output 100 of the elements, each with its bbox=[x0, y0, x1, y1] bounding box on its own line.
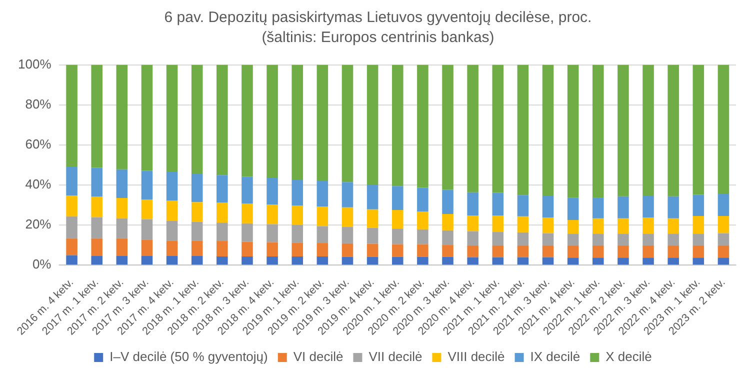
bar bbox=[618, 244, 629, 258]
bar bbox=[642, 233, 654, 245]
bar bbox=[66, 195, 78, 216]
bar bbox=[442, 64, 454, 190]
bar bbox=[642, 195, 654, 218]
bar bbox=[392, 64, 404, 186]
bar bbox=[191, 221, 203, 240]
bar bbox=[642, 244, 654, 258]
bar bbox=[292, 179, 304, 206]
bar bbox=[542, 64, 554, 196]
bar bbox=[517, 216, 529, 232]
bar bbox=[316, 256, 328, 264]
bar bbox=[292, 224, 304, 242]
bar bbox=[342, 64, 354, 182]
bar bbox=[66, 254, 78, 264]
bar bbox=[266, 64, 278, 178]
chart-title: 6 pav. Depozitų pasiskirtymas Lietuvos gyventojų decilėse, proc. (šaltinis: Europos centrinis bankas) bbox=[163, 8, 593, 48]
bar bbox=[166, 64, 178, 172]
bar bbox=[216, 64, 228, 175]
bar bbox=[191, 64, 203, 174]
bar bbox=[392, 209, 404, 228]
bar bbox=[517, 194, 529, 216]
bar bbox=[692, 194, 704, 216]
bar bbox=[292, 64, 304, 180]
bar bbox=[392, 228, 404, 244]
bar bbox=[242, 256, 253, 264]
legend-label: VI decilė bbox=[293, 348, 344, 364]
bar bbox=[366, 243, 378, 256]
bar bbox=[542, 232, 554, 245]
y-tick-label: 60% bbox=[25, 136, 52, 151]
bar bbox=[166, 240, 178, 256]
bar bbox=[467, 244, 478, 257]
legend-label: VII decilė bbox=[368, 348, 422, 364]
bar bbox=[517, 244, 529, 257]
bar bbox=[718, 193, 730, 216]
bar bbox=[66, 166, 78, 196]
bar bbox=[668, 218, 679, 234]
bar bbox=[242, 222, 253, 242]
bar bbox=[91, 256, 102, 264]
bar bbox=[116, 238, 128, 256]
bar bbox=[366, 184, 378, 209]
bar bbox=[442, 214, 454, 230]
bar bbox=[166, 200, 178, 221]
bar bbox=[141, 218, 153, 240]
bar bbox=[492, 232, 504, 245]
bar bbox=[116, 168, 128, 198]
bar bbox=[91, 167, 102, 196]
bar bbox=[618, 218, 629, 234]
bar bbox=[517, 232, 529, 245]
bar bbox=[141, 64, 153, 170]
bar bbox=[567, 233, 579, 245]
bar bbox=[492, 244, 504, 257]
bar bbox=[668, 64, 679, 196]
bar bbox=[467, 256, 478, 264]
bar bbox=[191, 202, 203, 222]
bar bbox=[342, 256, 354, 264]
bar bbox=[542, 256, 554, 264]
bar bbox=[116, 197, 128, 218]
bar bbox=[166, 256, 178, 264]
bar bbox=[668, 244, 679, 258]
bar bbox=[442, 230, 454, 245]
bar bbox=[417, 211, 428, 229]
bar bbox=[517, 256, 529, 264]
bar bbox=[618, 196, 629, 218]
bar bbox=[668, 233, 679, 245]
bar bbox=[342, 206, 354, 227]
bar bbox=[216, 222, 228, 241]
bar bbox=[618, 233, 629, 245]
bar bbox=[366, 227, 378, 244]
bar bbox=[216, 174, 228, 202]
bar bbox=[417, 228, 428, 244]
bar bbox=[216, 256, 228, 264]
bar bbox=[141, 239, 153, 256]
bar bbox=[242, 176, 253, 204]
bar bbox=[417, 244, 428, 256]
bar bbox=[542, 217, 554, 233]
bar bbox=[718, 257, 730, 264]
bar bbox=[492, 192, 504, 216]
bar bbox=[366, 64, 378, 184]
bar bbox=[417, 187, 428, 212]
bar bbox=[116, 64, 128, 169]
bar bbox=[642, 217, 654, 234]
bar bbox=[191, 173, 203, 202]
bar bbox=[692, 64, 704, 194]
bar bbox=[517, 64, 529, 195]
bar bbox=[166, 220, 178, 240]
bar bbox=[316, 206, 328, 226]
bar bbox=[567, 220, 579, 234]
legend-label: IX decilė bbox=[530, 348, 580, 364]
legend-label: I–V decilė (50 % gyventojų) bbox=[110, 348, 268, 364]
bar bbox=[592, 218, 604, 234]
bar bbox=[492, 215, 504, 232]
bar bbox=[292, 242, 304, 256]
bar bbox=[567, 244, 579, 258]
y-tick-label: 100% bbox=[18, 56, 52, 71]
bar bbox=[266, 177, 278, 204]
bar bbox=[316, 180, 328, 206]
bar bbox=[718, 64, 730, 194]
bar bbox=[366, 256, 378, 264]
bar bbox=[642, 64, 654, 196]
